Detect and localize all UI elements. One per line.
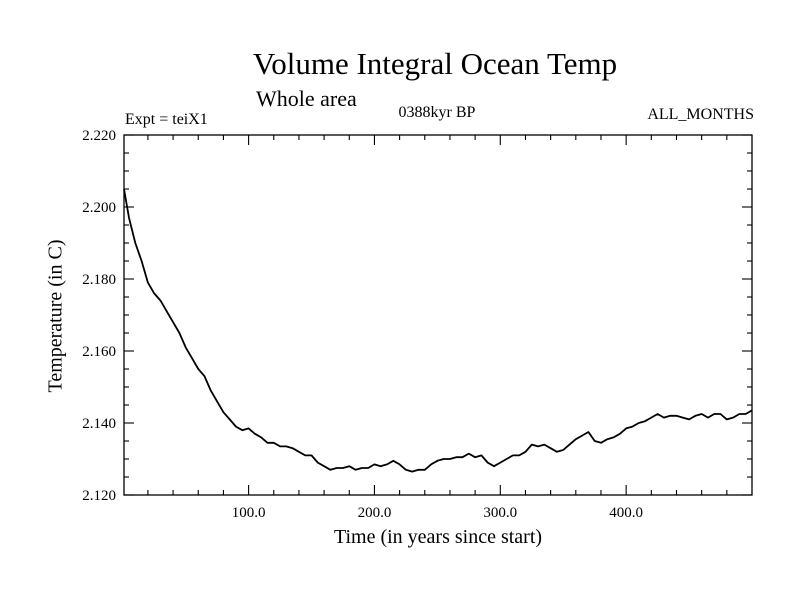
- x-tick-label: 100.0: [232, 505, 266, 521]
- x-tick-label: 400.0: [609, 505, 643, 521]
- chart-subtitle: Whole area: [256, 86, 357, 111]
- y-tick-label: 2.120: [82, 488, 116, 504]
- x-tick-label: 200.0: [358, 505, 392, 521]
- period-label: 0388kyr BP: [398, 104, 476, 121]
- y-tick-label: 2.140: [82, 416, 116, 432]
- plot-frame: [123, 134, 753, 496]
- y-tick-label: 2.200: [82, 200, 116, 216]
- y-tick-label: 2.160: [82, 344, 116, 360]
- y-tick-label: 2.220: [82, 128, 116, 144]
- chart-title: Volume Integral Ocean Temp: [252, 46, 618, 81]
- months-label: ALL_MONTHS: [647, 106, 754, 123]
- axis-ticks: [124, 134, 752, 496]
- y-tick-label: 2.180: [82, 272, 116, 288]
- x-axis-label: Time (in years since start): [333, 526, 543, 548]
- x-tick-label: 300.0: [483, 505, 517, 521]
- temperature-series-line: [123, 188, 753, 473]
- axis-tick-labels: 100.0 200.0 300.0 400.0 2.120 2.140 2.160 2.180…: [82, 128, 643, 521]
- experiment-label: Expt = teiX1: [125, 111, 208, 128]
